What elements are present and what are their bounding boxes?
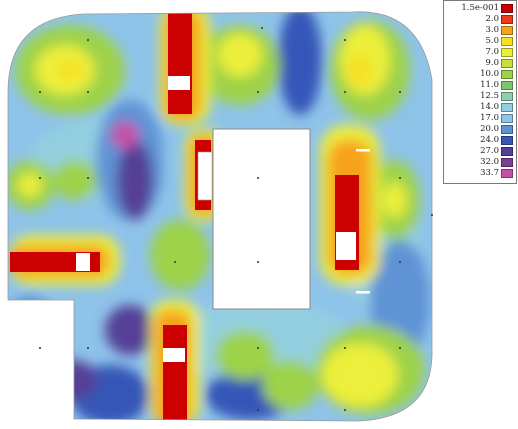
legend-row: 9.0 — [444, 58, 516, 69]
legend-label: 20.0 — [480, 124, 499, 134]
legend-label: 24.0 — [480, 135, 499, 145]
legend-row: 17.0 — [444, 113, 516, 124]
slab-outline — [7, 11, 433, 422]
legend-swatch — [501, 136, 513, 145]
legend-row: 10.0 — [444, 69, 516, 80]
legend-swatch — [501, 59, 513, 68]
legend-label: 11.0 — [480, 80, 499, 90]
legend-swatch — [501, 26, 513, 35]
legend-row: 7.0 — [444, 47, 516, 58]
column-points — [39, 27, 433, 411]
legend-label: 9.0 — [485, 58, 499, 68]
legend-row: 12.5 — [444, 91, 516, 102]
legend-swatch — [501, 15, 513, 24]
central-opening — [212, 128, 311, 310]
legend-label: 3.0 — [485, 25, 499, 35]
legend-swatch — [501, 48, 513, 57]
legend-row: 3.0 — [444, 25, 516, 36]
legend-swatch — [501, 125, 513, 134]
legend-label: 33.7 — [480, 168, 499, 178]
legend-swatch — [501, 169, 513, 178]
legend-swatch — [501, 81, 513, 90]
legend-row: 14.0 — [444, 102, 516, 113]
legend-swatch — [501, 4, 513, 13]
legend-label: 32.0 — [480, 157, 499, 167]
legend-swatch — [501, 37, 513, 46]
legend-row: 1.5e-001 — [444, 3, 516, 14]
legend-swatch — [501, 114, 513, 123]
legend-label: 10.0 — [480, 69, 499, 79]
legend-swatch — [501, 103, 513, 112]
legend-swatch — [501, 158, 513, 167]
legend-label: 7.0 — [485, 47, 499, 57]
contour-plot — [7, 11, 433, 422]
legend-label: 1.5e-001 — [461, 3, 499, 13]
legend-row: 32.0 — [444, 157, 516, 168]
legend-row: 27.0 — [444, 146, 516, 157]
legend-label: 5.0 — [485, 36, 499, 46]
legend-label: 27.0 — [480, 146, 499, 156]
legend-row: 5.0 — [444, 36, 516, 47]
legend: 1.5e-001 2.0 3.0 5.0 7.0 9.0 10.0 11.0 12.5 14.0 1… — [443, 0, 517, 184]
legend-row: 2.0 — [444, 14, 516, 25]
legend-swatch — [501, 70, 513, 79]
legend-row: 11.0 — [444, 80, 516, 91]
legend-label: 14.0 — [480, 102, 499, 112]
legend-label: 12.5 — [480, 91, 499, 101]
legend-row: 20.0 — [444, 124, 516, 135]
legend-label: 2.0 — [485, 14, 499, 24]
legend-row: 33.7 — [444, 168, 516, 179]
legend-swatch — [501, 147, 513, 156]
legend-label: 17.0 — [480, 113, 499, 123]
legend-swatch — [501, 92, 513, 101]
legend-row: 24.0 — [444, 135, 516, 146]
